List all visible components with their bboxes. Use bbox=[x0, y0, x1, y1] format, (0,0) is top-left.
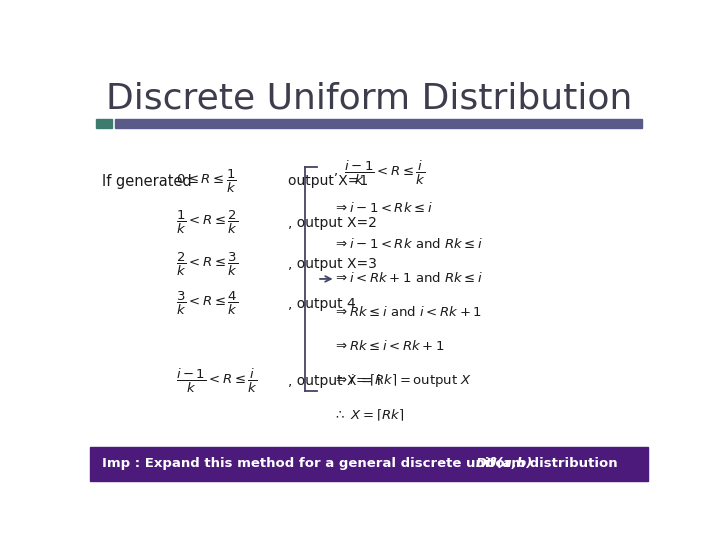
Text: , output X=3: , output X=3 bbox=[288, 258, 377, 272]
Text: $\dfrac{i-1}{k} < R \leq \dfrac{i}{k}$: $\dfrac{i-1}{k} < R \leq \dfrac{i}{k}$ bbox=[176, 367, 258, 395]
Bar bbox=[90, 447, 648, 481]
Text: $\therefore\ X = \lceil Rk \rceil$: $\therefore\ X = \lceil Rk \rceil$ bbox=[333, 408, 404, 423]
Text: $\Rightarrow i-1 < Rk \leq i$: $\Rightarrow i-1 < Rk \leq i$ bbox=[333, 201, 433, 215]
Text: $\Rightarrow i = \lceil Rk \rceil = \text{output}\ X$: $\Rightarrow i = \lceil Rk \rceil = \tex… bbox=[333, 372, 472, 389]
Text: output X=1: output X=1 bbox=[288, 174, 369, 188]
Text: $\Rightarrow i-1 < Rk\ \text{and}\ Rk \leq i$: $\Rightarrow i-1 < Rk\ \text{and}\ Rk \l… bbox=[333, 237, 483, 251]
Text: , output X = i: , output X = i bbox=[288, 374, 381, 388]
Bar bbox=[115, 119, 642, 128]
Text: $\dfrac{3}{k} < R \leq \dfrac{4}{k}$: $\dfrac{3}{k} < R \leq \dfrac{4}{k}$ bbox=[176, 291, 239, 318]
Text: $0 \leq R \leq \dfrac{1}{k}$: $0 \leq R \leq \dfrac{1}{k}$ bbox=[176, 167, 237, 195]
Text: If generated: If generated bbox=[102, 174, 192, 188]
Text: $\Rightarrow Rk \leq i\ \text{and}\ i < Rk+1$: $\Rightarrow Rk \leq i\ \text{and}\ i < … bbox=[333, 305, 482, 319]
Text: Imp : Expand this method for a general discrete uniform distribution: Imp : Expand this method for a general d… bbox=[102, 457, 623, 470]
Text: $,\ \dfrac{i-1}{k} < R \leq \dfrac{i}{k}$: $,\ \dfrac{i-1}{k} < R \leq \dfrac{i}{k}… bbox=[333, 159, 426, 187]
Text: $\Rightarrow i < Rk+1\ \text{and}\ Rk \leq i$: $\Rightarrow i < Rk+1\ \text{and}\ Rk \l… bbox=[333, 271, 483, 285]
Text: $\Rightarrow Rk \leq i < Rk+1$: $\Rightarrow Rk \leq i < Rk+1$ bbox=[333, 339, 444, 353]
Text: , output X=2: , output X=2 bbox=[288, 216, 377, 230]
Text: $\dfrac{2}{k} < R \leq \dfrac{3}{k}$: $\dfrac{2}{k} < R \leq \dfrac{3}{k}$ bbox=[176, 251, 239, 278]
Bar bbox=[96, 119, 112, 128]
Text: $\dfrac{1}{k} < R \leq \dfrac{2}{k}$: $\dfrac{1}{k} < R \leq \dfrac{2}{k}$ bbox=[176, 209, 239, 237]
Text: DU(a,b): DU(a,b) bbox=[476, 457, 534, 470]
Text: Discrete Uniform Distribution: Discrete Uniform Distribution bbox=[106, 81, 632, 115]
Text: , output 4: , output 4 bbox=[288, 297, 356, 311]
